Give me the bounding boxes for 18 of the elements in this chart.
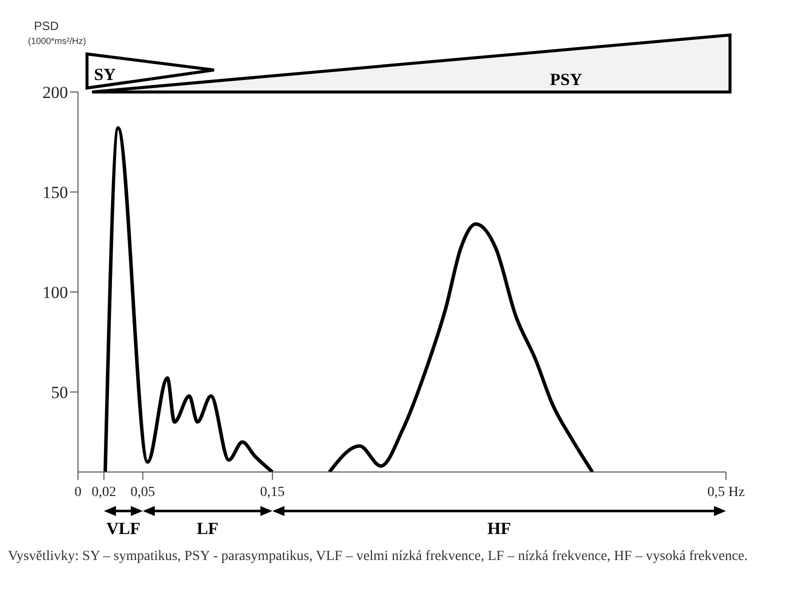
text: HF bbox=[487, 519, 512, 538]
y-tick-label: 100 bbox=[42, 283, 68, 302]
x-tick-label: 0,15 bbox=[260, 485, 285, 500]
text: LF bbox=[196, 519, 218, 538]
text: Vysvětlivky: SY – sympatikus, PSY - parasympatikus, VLF – velmi nízká frekvence, LF – nízká frekvence, HF – vysoká frekvence. bbox=[8, 548, 749, 566]
x-tick-label: 0,5 Hz bbox=[707, 485, 745, 500]
y-tick-label: 200 bbox=[42, 83, 68, 102]
y-tick-label: 150 bbox=[42, 183, 68, 202]
text: VLF bbox=[106, 519, 140, 538]
y-axis-title: PSD (1000*ms²/Hz) bbox=[28, 19, 86, 46]
line-series bbox=[328, 222, 594, 472]
line-series bbox=[103, 126, 274, 472]
y-tick-label: 50 bbox=[51, 383, 68, 402]
x-tick-label: 0,02 bbox=[92, 485, 116, 500]
text: SY bbox=[94, 65, 116, 84]
text: PSY bbox=[550, 70, 582, 89]
x-tick-label: 0 bbox=[74, 485, 82, 500]
x-tick-label: 0,05 bbox=[130, 485, 156, 500]
